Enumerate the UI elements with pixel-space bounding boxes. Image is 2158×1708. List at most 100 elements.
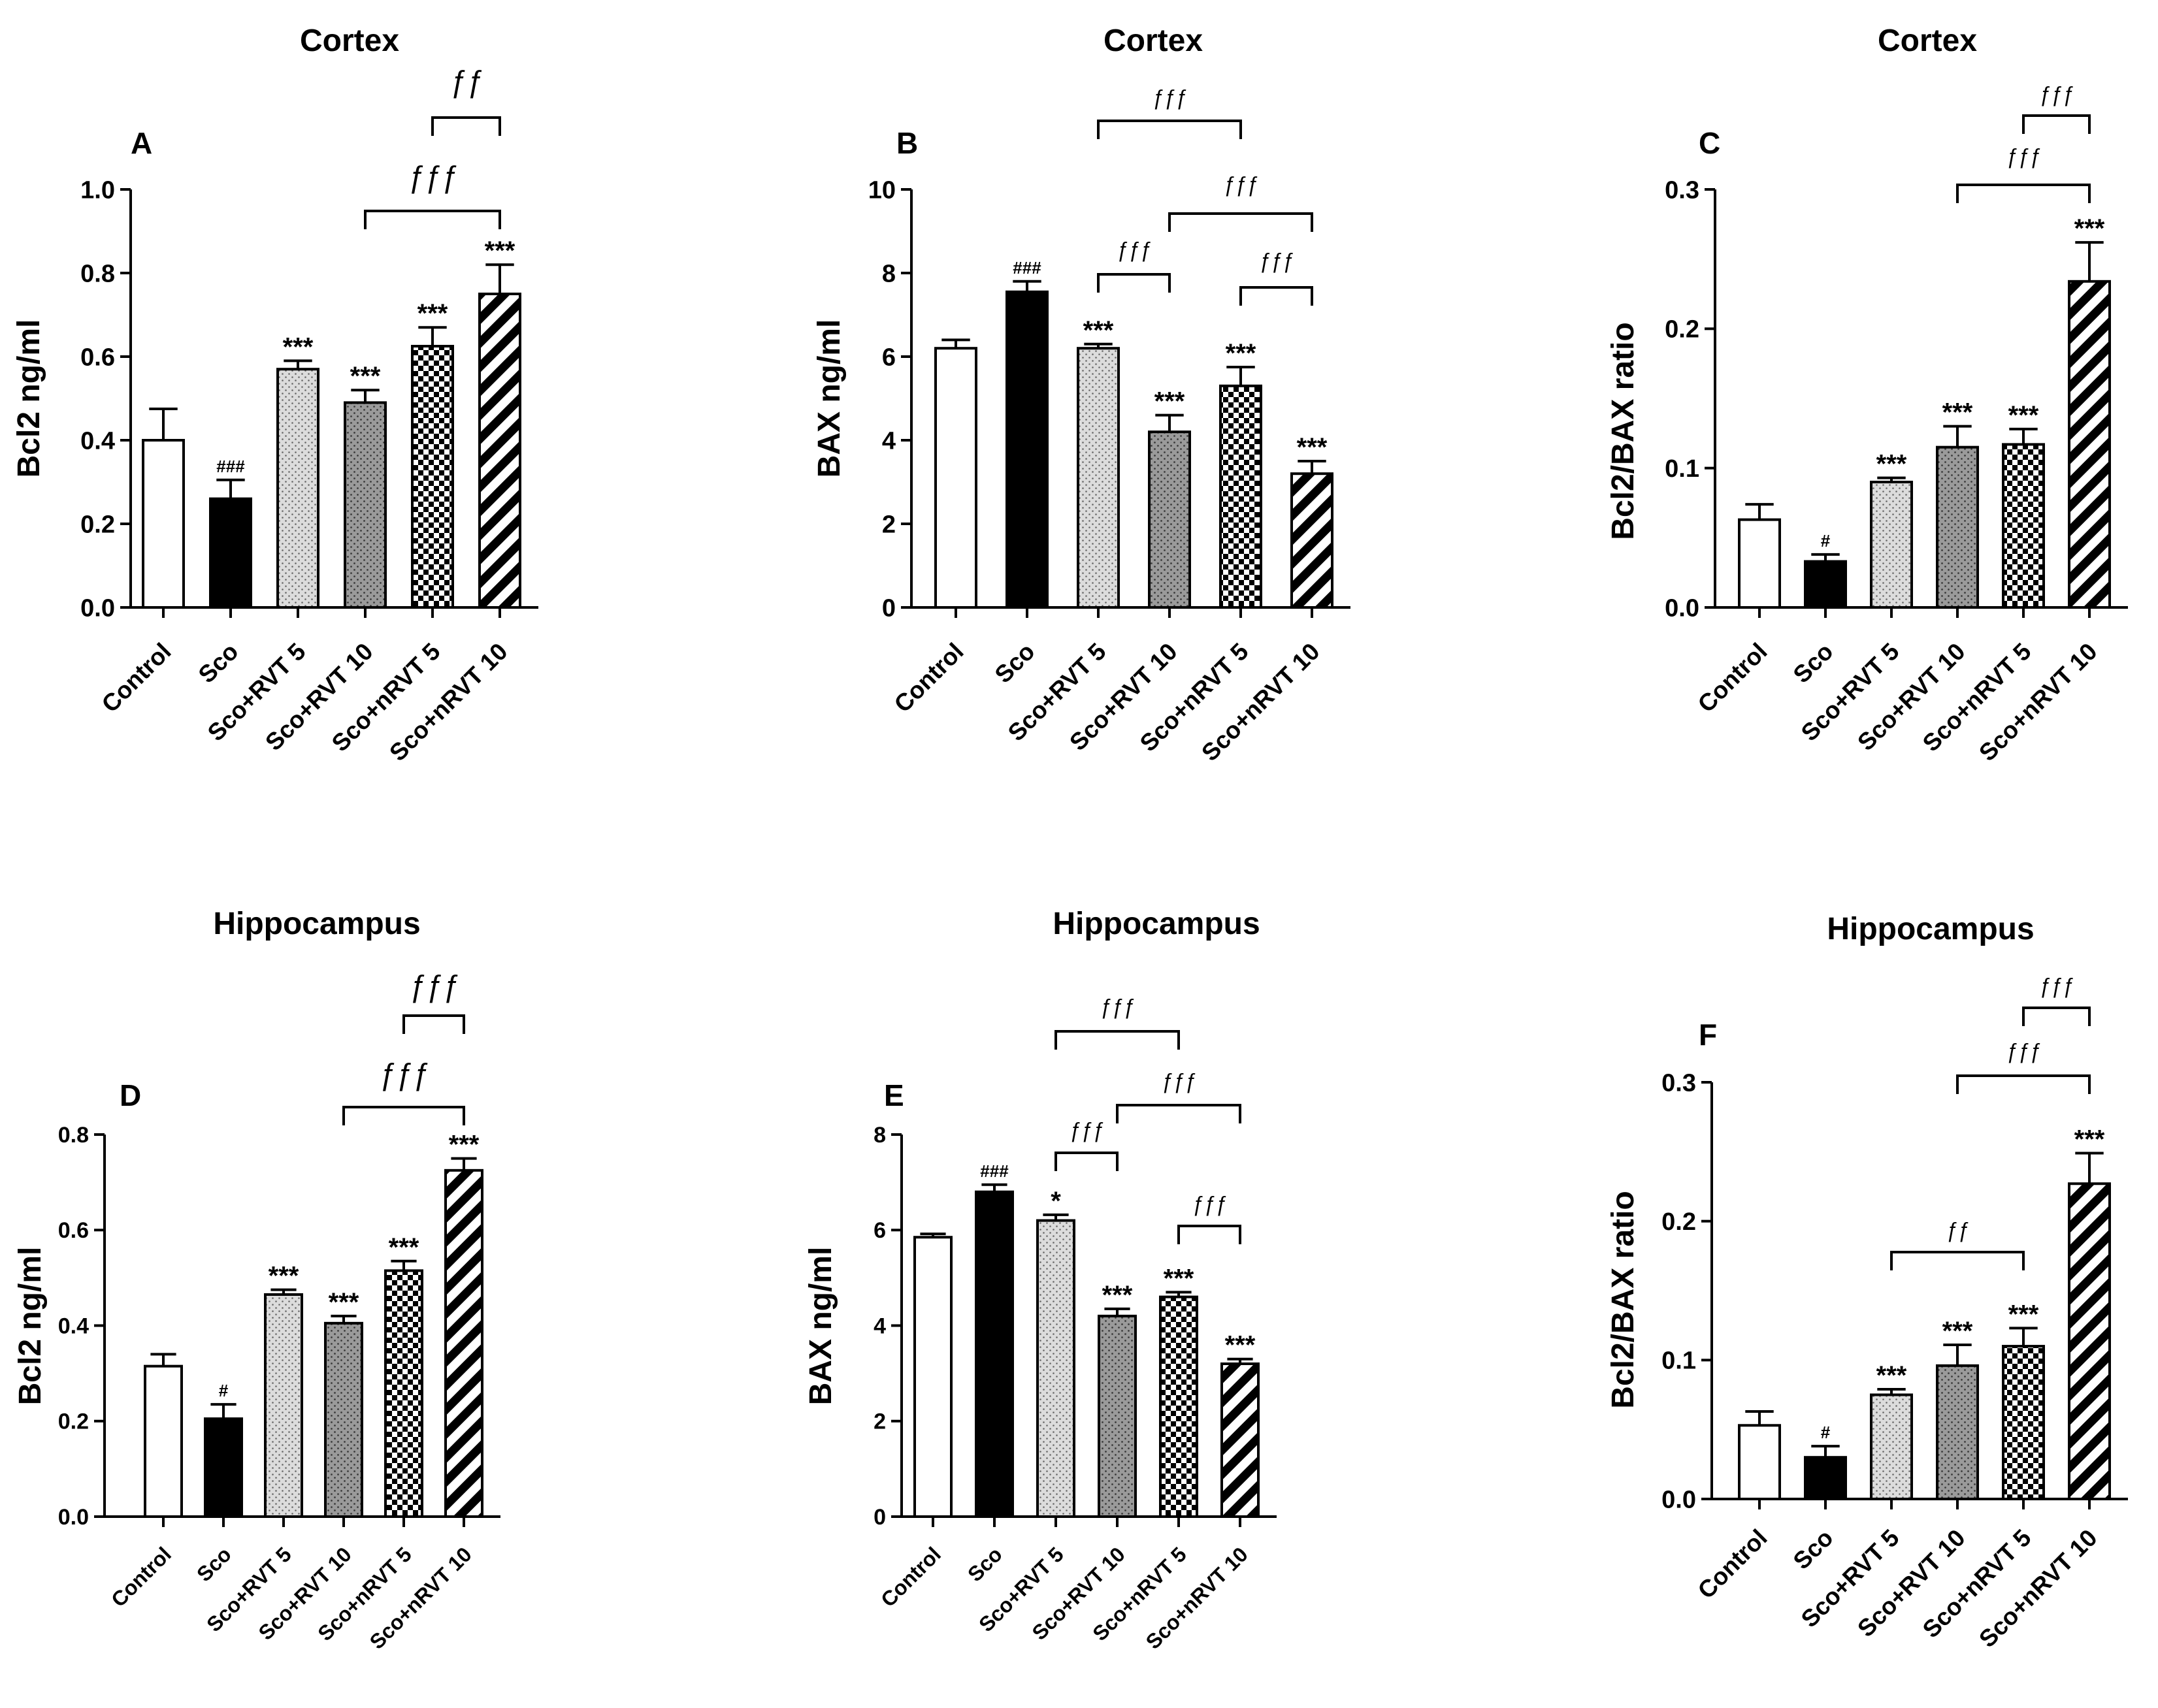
bracket-significance-label: ƒƒƒ: [1152, 86, 1186, 109]
significance-label: ***: [1083, 316, 1114, 345]
y-axis-label: Bcl2 ng/ml: [12, 319, 46, 478]
y-tick-label: 0.4: [80, 427, 115, 455]
significance-label: ***: [1164, 1264, 1194, 1293]
significance-label: ###: [216, 457, 245, 476]
significance-label: ***: [449, 1131, 480, 1159]
significance-label: ***: [269, 1262, 299, 1291]
bracket-significance-label: ƒƒƒ: [2006, 1039, 2040, 1063]
x-category-label: Control: [1693, 1524, 1773, 1604]
significance-label: ***: [1102, 1281, 1133, 1310]
chart-title: Hippocampus: [213, 907, 420, 941]
y-tick-label: 0.2: [58, 1410, 89, 1434]
bar: [444, 1168, 483, 1518]
y-tick-label: 0.2: [1665, 316, 1699, 344]
bar: [2068, 1182, 2111, 1501]
significance-label: ***: [1297, 433, 1328, 462]
bar: [1290, 472, 1333, 609]
bar: [2002, 1345, 2045, 1500]
y-tick-label: 0.4: [58, 1313, 89, 1338]
panel-letter: E: [884, 1078, 904, 1112]
bar: [1738, 518, 1781, 609]
y-tick-label: 0.2: [1661, 1208, 1696, 1236]
significance-label: ***: [350, 362, 381, 391]
chart-title: Cortex: [1104, 24, 1203, 58]
panel-letter: B: [896, 126, 918, 160]
comparison-bracket: [1890, 1251, 2025, 1270]
panel-letter: A: [131, 126, 152, 160]
significance-label: #: [1821, 531, 1831, 551]
x-category-label: Control: [876, 1542, 945, 1611]
x-category-label: Sco: [1788, 638, 1839, 688]
bracket-significance-label: ƒƒƒ: [408, 159, 458, 194]
y-tick-label: 1.0: [80, 176, 115, 204]
significance-label: ***: [283, 332, 314, 361]
bar: [478, 293, 521, 609]
significance-label: ***: [485, 236, 515, 265]
bar: [1148, 430, 1191, 609]
bar: [1005, 290, 1049, 609]
significance-label: ***: [1225, 1331, 1256, 1360]
bracket-significance-label: ƒƒƒ: [1192, 1192, 1226, 1216]
bar: [1936, 445, 1979, 609]
bracket-significance-label: ƒƒ: [1946, 1218, 1969, 1242]
y-tick-label: 10: [868, 176, 896, 204]
x-category-label: Control: [889, 638, 969, 718]
significance-label: ***: [1154, 387, 1185, 416]
comparison-bracket: [1177, 1225, 1241, 1244]
bar: [2068, 280, 2111, 609]
significance-label: ***: [1942, 398, 1973, 427]
comparison-bracket: [1097, 120, 1242, 139]
bar: [204, 1417, 243, 1518]
panel-letter: F: [1699, 1018, 1717, 1052]
x-category-label: Sco: [990, 638, 1040, 688]
bar: [344, 401, 387, 609]
significance-label: *: [1051, 1187, 1061, 1216]
y-tick-label: 0.0: [58, 1505, 89, 1530]
y-tick-label: 4: [874, 1313, 886, 1338]
bar: [324, 1321, 363, 1518]
y-tick-label: 0.0: [80, 594, 115, 622]
bracket-significance-label: ƒƒƒ: [1117, 238, 1151, 261]
bar: [209, 497, 252, 609]
comparison-bracket: [342, 1106, 465, 1125]
y-tick-label: 0.2: [80, 511, 115, 538]
y-tick-label: 6: [882, 344, 896, 371]
bar: [1804, 1456, 1847, 1500]
y-tick-label: 0.3: [1661, 1069, 1696, 1097]
bar: [913, 1236, 953, 1518]
chart-panel-a: Cortex A Bcl2 ng/ml 0.0 0.2 0.4 0.6 0.8 1.0 Contr…: [12, 24, 538, 766]
bar: [975, 1190, 1014, 1518]
x-category-label: Sco: [963, 1542, 1007, 1586]
comparison-bracket: [364, 210, 501, 229]
comparison-bracket: [1168, 212, 1313, 232]
y-tick-label: 0.6: [58, 1218, 89, 1243]
x-category-label: Sco: [1788, 1524, 1839, 1575]
bracket-significance-label: ƒƒƒ: [2006, 144, 2040, 168]
comparison-bracket: [1956, 184, 2091, 203]
bar: [1077, 347, 1120, 609]
y-tick-label: 6: [874, 1218, 886, 1243]
chart-panel-c: Cortex C Bcl2/BAX ratio 0.0 0.1 0.2 0.3 Control…: [1606, 24, 2128, 766]
y-tick-label: 0.0: [1665, 594, 1699, 622]
bar: [1159, 1295, 1198, 1518]
y-tick-label: 0.3: [1665, 176, 1699, 204]
x-category-label: Control: [97, 638, 176, 718]
bracket-significance-label: ƒƒƒ: [1223, 172, 1258, 196]
y-tick-label: 0.8: [58, 1123, 89, 1148]
bracket-significance-label: ƒƒƒ: [1100, 995, 1134, 1018]
bar: [1098, 1314, 1137, 1518]
y-tick-label: 0: [874, 1505, 886, 1530]
bar: [1804, 560, 1847, 609]
y-tick-label: 8: [882, 260, 896, 287]
bar: [276, 368, 319, 609]
bar: [144, 1364, 183, 1518]
comparison-bracket: [1239, 286, 1313, 306]
bar: [1870, 1393, 1913, 1500]
bar: [1870, 481, 1913, 609]
bar: [1220, 1362, 1260, 1518]
bracket-significance-label: ƒƒƒ: [2039, 82, 2074, 106]
significance-label: ***: [1876, 1361, 1907, 1390]
significance-label: ***: [1226, 339, 1256, 368]
y-tick-label: 2: [874, 1410, 886, 1434]
